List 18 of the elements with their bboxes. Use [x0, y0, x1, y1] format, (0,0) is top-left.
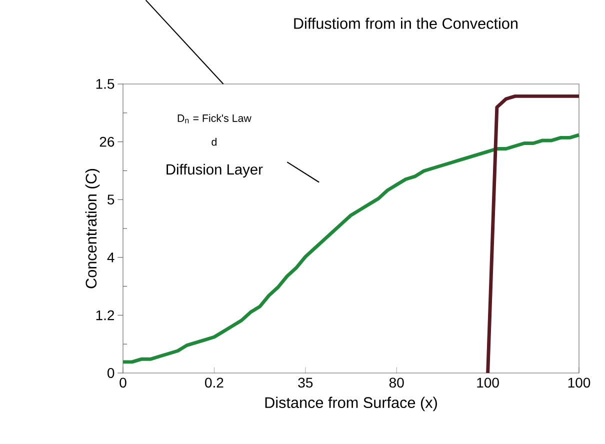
x-tick-label: 100 — [568, 378, 590, 388]
x-tick-label: 0.2 — [205, 378, 224, 388]
text: 1.2 — [96, 310, 114, 320]
x-axis-title: Distance from Surface (x) — [265, 396, 437, 412]
annotation: Diffusion Layer — [166, 164, 263, 178]
x-tick-label: 0 — [120, 378, 126, 388]
text: 5 — [108, 194, 114, 204]
annotation: d — [212, 138, 216, 146]
text: Diffustiom from in the Convection — [294, 18, 518, 29]
text: 0 — [107, 368, 114, 378]
x-tick-label: 100 — [477, 378, 499, 388]
text: 4 — [107, 252, 114, 262]
text: 26 — [100, 136, 114, 147]
annotation: D$_{n}$ = Fick's Law — [178, 114, 252, 124]
x-tick-label: 35 — [298, 378, 313, 388]
x-tick-label: 80 — [389, 378, 404, 388]
y-axis-title: Concentration (C) — [85, 168, 100, 288]
text: 1.5 — [96, 79, 114, 89]
